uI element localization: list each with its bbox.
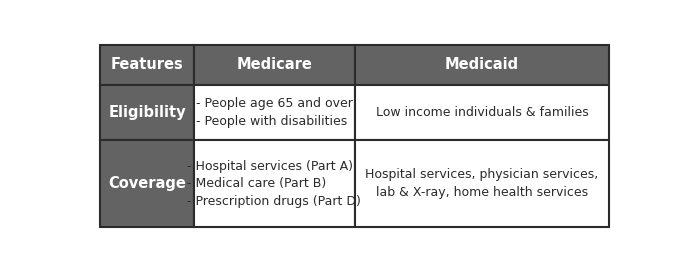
FancyBboxPatch shape: [354, 140, 610, 227]
Text: Hospital services, physician services,
lab & X-ray, home health services: Hospital services, physician services, l…: [365, 168, 599, 199]
Text: - Hospital services (Part A)
- Medical care (Part B)
- Prescription drugs (Part : - Hospital services (Part A) - Medical c…: [188, 160, 361, 208]
Text: Medicare: Medicare: [237, 57, 312, 72]
FancyBboxPatch shape: [194, 85, 354, 140]
Text: Coverage: Coverage: [108, 176, 186, 191]
FancyBboxPatch shape: [194, 45, 354, 85]
FancyBboxPatch shape: [100, 85, 194, 140]
Text: - People age 65 and over
- People with disabilities: - People age 65 and over - People with d…: [196, 97, 353, 128]
Text: Medicaid: Medicaid: [445, 57, 519, 72]
Text: Features: Features: [111, 57, 183, 72]
Text: Low income individuals & families: Low income individuals & families: [376, 106, 588, 119]
FancyBboxPatch shape: [100, 140, 194, 227]
Text: Eligibility: Eligibility: [108, 105, 186, 120]
FancyBboxPatch shape: [100, 45, 194, 85]
FancyBboxPatch shape: [194, 140, 354, 227]
FancyBboxPatch shape: [354, 85, 610, 140]
FancyBboxPatch shape: [354, 45, 610, 85]
